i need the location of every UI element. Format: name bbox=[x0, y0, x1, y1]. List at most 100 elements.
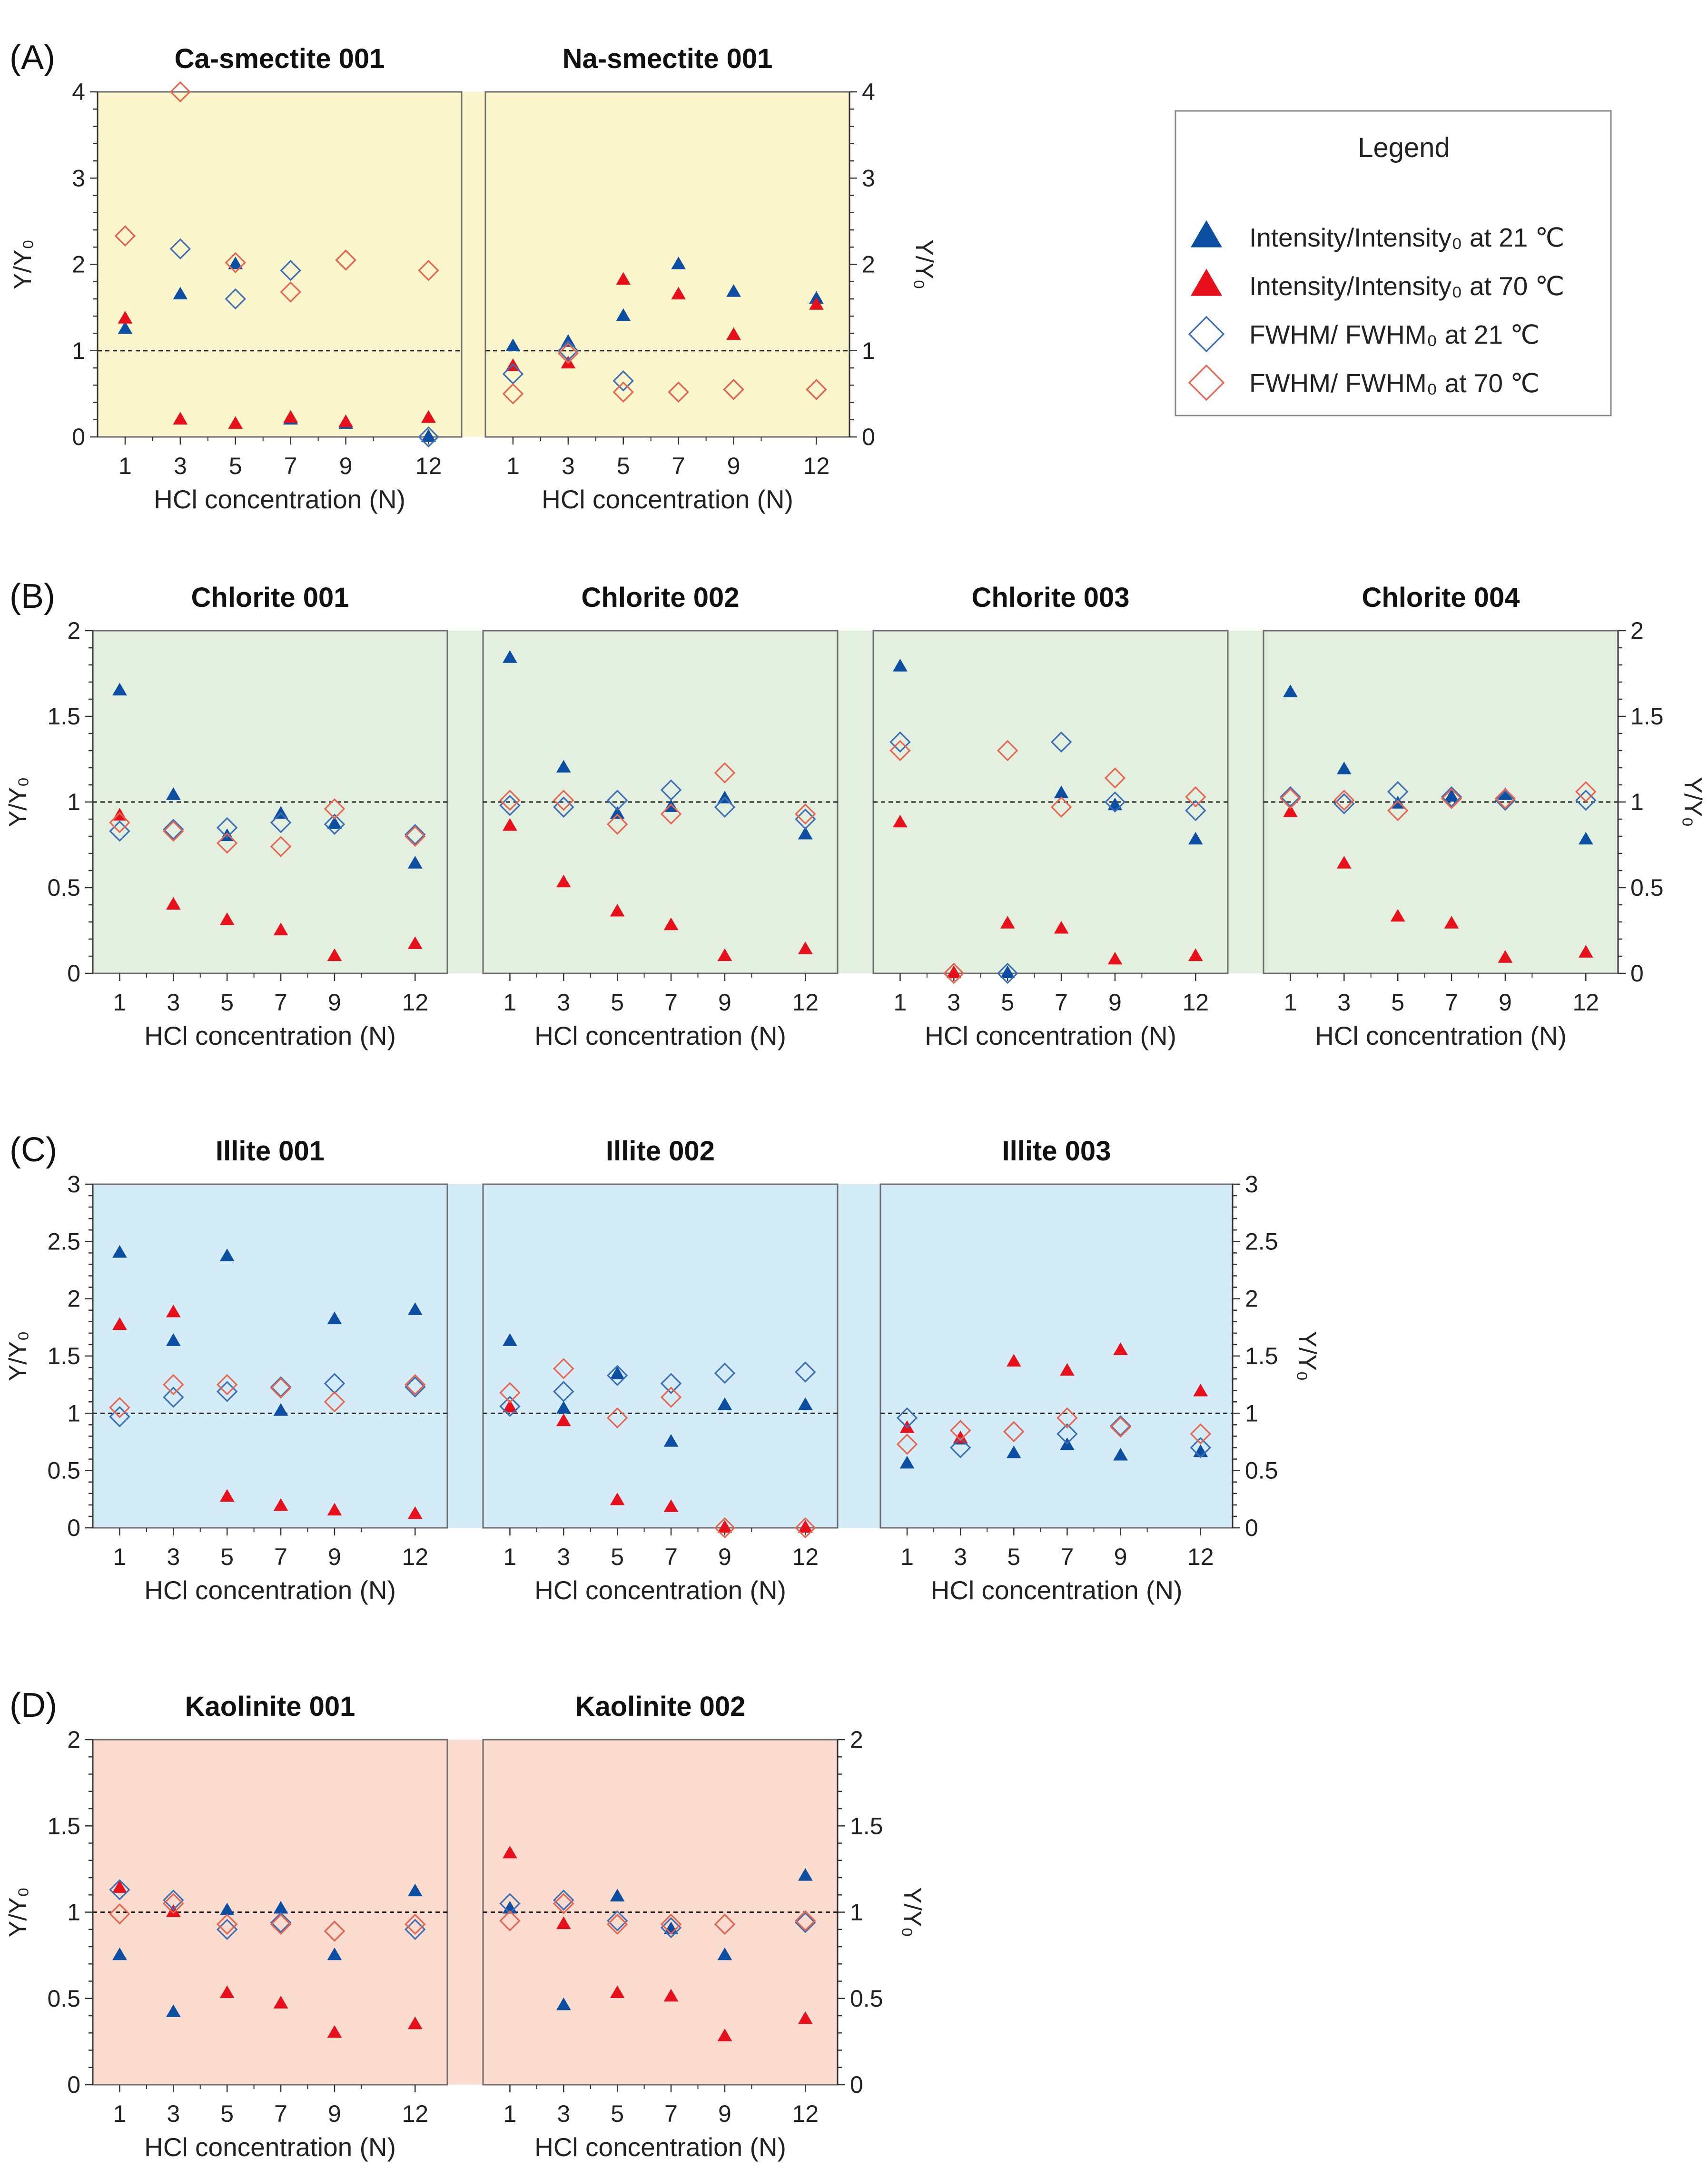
x-tick-label: 1 bbox=[118, 453, 132, 479]
x-tick-label: 3 bbox=[562, 453, 575, 479]
x-tick-label: 3 bbox=[557, 989, 570, 1016]
x-axis-label: HCl concentration (N) bbox=[534, 1575, 786, 1605]
diamond-point-4 bbox=[270, 1913, 292, 1935]
chart-title: Kaolinite 001 bbox=[185, 1691, 355, 1722]
diamond-point-4 bbox=[1190, 1423, 1211, 1445]
y-tick-label: 2 bbox=[1245, 1286, 1258, 1312]
triangle-point-2 bbox=[219, 1985, 235, 1998]
triangle-point-2 bbox=[1054, 921, 1069, 934]
triangle-point-1 bbox=[166, 2004, 181, 2017]
chart-title: Chlorite 003 bbox=[972, 582, 1130, 613]
x-tick-label: 12 bbox=[1572, 989, 1599, 1016]
chart-title: Chlorite 004 bbox=[1362, 582, 1520, 613]
y-tick-label: 0.5 bbox=[1245, 1457, 1278, 1484]
x-tick-label: 1 bbox=[113, 989, 127, 1016]
diamond-point-4 bbox=[163, 820, 184, 842]
x-tick-label: 5 bbox=[1001, 989, 1014, 1016]
triangle-point-2 bbox=[1188, 948, 1203, 961]
panel-letter: (B) bbox=[10, 577, 55, 615]
y-tick-label: 1.5 bbox=[1245, 1343, 1278, 1369]
triangle-point-1 bbox=[327, 1311, 342, 1325]
triangle-point-1 bbox=[1336, 762, 1352, 774]
triangle-point-1 bbox=[556, 1401, 571, 1414]
triangle-point-2 bbox=[1498, 950, 1513, 963]
y-axis-label: Y/Y₀ bbox=[9, 239, 37, 289]
triangle-point-1 bbox=[166, 787, 181, 800]
y-tick-label: 1.5 bbox=[47, 1343, 80, 1369]
diamond-point-4 bbox=[1494, 788, 1516, 810]
y-axis-label: Y/Y₀ bbox=[1679, 777, 1707, 827]
diamond-point-3 bbox=[109, 820, 130, 842]
triangle-point-1 bbox=[671, 257, 686, 269]
diamond-point-3 bbox=[1575, 790, 1597, 811]
x-tick-label: 7 bbox=[274, 1544, 287, 1570]
diamond-point-4 bbox=[1280, 788, 1301, 810]
x-tick-label: 9 bbox=[328, 1544, 341, 1570]
diamond-point-4 bbox=[335, 249, 356, 271]
x-axis-label: HCl concentration (N) bbox=[534, 1021, 786, 1050]
diamond-point-4 bbox=[109, 1903, 130, 1925]
diamond-point-4 bbox=[499, 790, 521, 811]
diamond-point-3 bbox=[1441, 786, 1462, 808]
diamond-point-4 bbox=[270, 1377, 292, 1399]
diamond-point-3 bbox=[225, 288, 247, 310]
diamond-point-4 bbox=[714, 1517, 736, 1539]
y-tick-label: 3 bbox=[67, 1171, 80, 1198]
x-tick-label: 5 bbox=[1007, 1544, 1020, 1570]
triangle-point-1 bbox=[798, 826, 813, 840]
chart-title: Illite 002 bbox=[606, 1136, 715, 1167]
triangle-point-2 bbox=[219, 912, 235, 925]
triangle-point-2 bbox=[1444, 916, 1459, 929]
diamond-point-3 bbox=[795, 808, 816, 830]
chart-title: Kaolinite 002 bbox=[575, 1691, 746, 1722]
diamond-point-4 bbox=[997, 740, 1018, 762]
y-tick-label: 2 bbox=[1630, 617, 1644, 644]
legend-marker-1 bbox=[1191, 220, 1222, 248]
triangle-point-1 bbox=[663, 1434, 679, 1447]
x-tick-label: 9 bbox=[339, 453, 353, 479]
triangle-point-1 bbox=[556, 1997, 571, 2010]
diamond-point-3 bbox=[499, 1396, 521, 1417]
diamond-point-4 bbox=[1003, 1421, 1025, 1443]
diamond-point-4 bbox=[1333, 790, 1355, 811]
plot-area bbox=[484, 91, 850, 438]
triangle-point-1 bbox=[505, 338, 521, 351]
triangle-point-1 bbox=[893, 659, 908, 672]
y-axis-label: Y/Y₀ bbox=[1293, 1331, 1321, 1381]
diamond-point-3 bbox=[1185, 800, 1206, 822]
triangle-point-2 bbox=[173, 412, 188, 425]
y-tick-label: 1.5 bbox=[1630, 703, 1664, 730]
y-tick-label: 0 bbox=[67, 2071, 80, 2098]
diamond-point-3 bbox=[660, 1373, 682, 1395]
diamond-point-4 bbox=[109, 812, 130, 833]
triangle-point-2 bbox=[503, 818, 517, 831]
triangle-point-2 bbox=[166, 897, 181, 910]
x-tick-label: 9 bbox=[1499, 989, 1512, 1016]
diamond-point-3 bbox=[1333, 793, 1355, 814]
y-tick-label: 0 bbox=[67, 1515, 80, 1541]
x-axis-label: HCl concentration (N) bbox=[542, 485, 793, 514]
triangle-point-2 bbox=[273, 1498, 288, 1511]
y-tick-label: 0 bbox=[1245, 1515, 1258, 1541]
diamond-point-4 bbox=[324, 1391, 346, 1413]
diamond-point-3 bbox=[163, 1889, 184, 1911]
diamond-point-4 bbox=[553, 790, 574, 811]
triangle-point-2 bbox=[1006, 1354, 1021, 1367]
triangle-point-1 bbox=[173, 287, 188, 300]
diamond-point-4 bbox=[553, 1358, 574, 1379]
triangle-point-2 bbox=[663, 1499, 679, 1512]
y-tick-label: 0 bbox=[1630, 960, 1644, 987]
x-tick-label: 5 bbox=[220, 1544, 234, 1570]
triangle-point-1 bbox=[407, 1302, 423, 1315]
x-tick-label: 3 bbox=[954, 1544, 967, 1570]
diamond-point-4 bbox=[405, 1913, 426, 1935]
triangle-point-2 bbox=[616, 272, 631, 285]
diamond-point-3 bbox=[949, 1437, 971, 1458]
triangle-point-2 bbox=[112, 1317, 127, 1330]
triangle-point-2 bbox=[663, 1989, 679, 2002]
diamond-point-3 bbox=[324, 813, 346, 835]
diamond-point-4 bbox=[949, 1420, 971, 1441]
triangle-point-1 bbox=[1006, 1445, 1021, 1458]
triangle-point-1 bbox=[166, 1333, 181, 1346]
